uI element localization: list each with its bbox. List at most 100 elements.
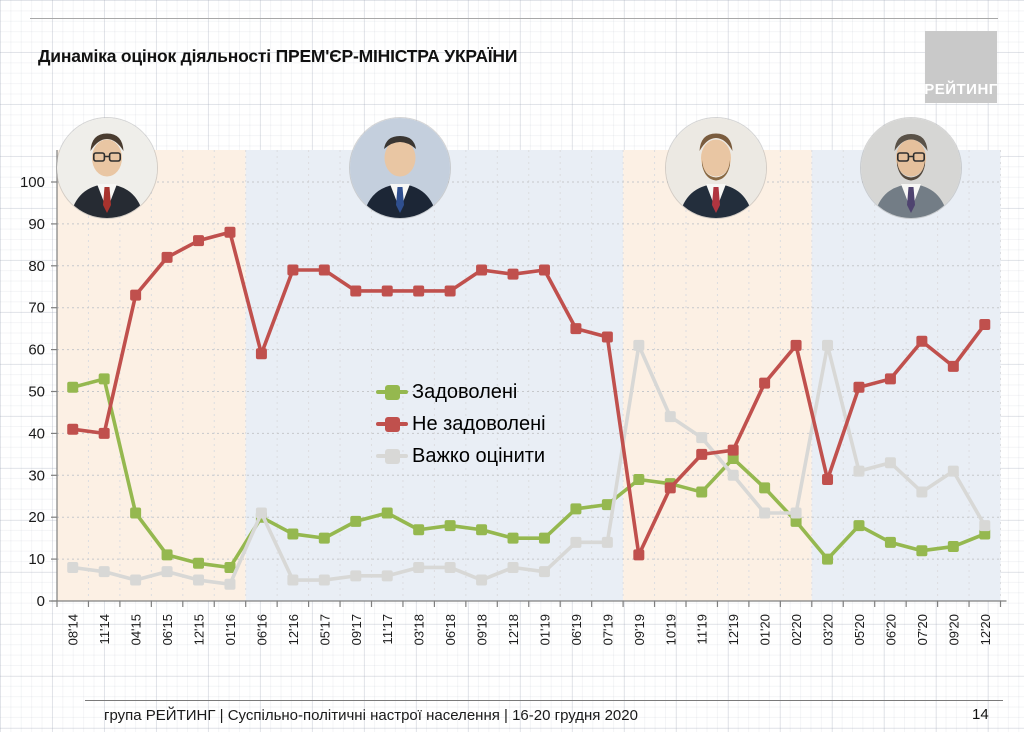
data-point	[318, 574, 330, 586]
x-axis-label: 03'20	[821, 614, 836, 645]
legend-label-hard-to-say: Важко оцінити	[412, 444, 546, 467]
data-point	[130, 507, 142, 519]
data-point	[696, 486, 708, 498]
pm-period-band	[811, 150, 1001, 601]
data-point	[255, 348, 267, 360]
data-point	[161, 566, 173, 578]
legend-label-dissatisfied: Не задоволені	[412, 412, 546, 435]
data-point	[287, 264, 299, 276]
data-point	[287, 574, 299, 586]
data-point	[664, 411, 676, 423]
x-axis-label: 09'19	[632, 614, 647, 645]
data-point	[381, 507, 393, 519]
data-point	[350, 570, 362, 582]
data-point	[161, 251, 173, 263]
data-point	[67, 423, 79, 435]
legend-label-satisfied: Задоволені	[412, 380, 518, 403]
x-axis-label: 05'17	[317, 614, 332, 645]
data-point	[350, 515, 362, 527]
data-point	[727, 453, 739, 465]
data-point	[570, 323, 582, 335]
footer-text: група РЕЙТИНГ | Суспільно-політичні наст…	[104, 707, 638, 724]
data-point	[884, 373, 896, 385]
y-axis-label: 100	[20, 174, 45, 191]
data-point	[601, 499, 613, 511]
x-axis-label: 07'19	[600, 614, 615, 645]
data-point	[790, 339, 802, 351]
data-point	[318, 264, 330, 276]
data-point	[476, 264, 488, 276]
y-axis-label: 80	[28, 258, 45, 275]
data-point	[193, 557, 205, 569]
x-axis-label: 03'18	[412, 614, 427, 645]
data-point	[476, 574, 488, 586]
legend-marker-hard-to-say	[376, 448, 408, 464]
data-point	[444, 561, 456, 573]
x-axis-label: 01'16	[223, 614, 238, 645]
x-axis-label: 11'17	[380, 614, 395, 644]
data-point	[727, 469, 739, 481]
data-point	[193, 235, 205, 247]
data-point	[130, 574, 142, 586]
data-point	[570, 536, 582, 548]
data-point	[853, 465, 865, 477]
x-axis-label: 09'17	[349, 614, 364, 645]
data-point	[633, 473, 645, 485]
x-axis-label: 12'15	[192, 614, 207, 645]
x-axis-label: 09'20	[946, 614, 961, 645]
data-point	[413, 524, 425, 536]
data-point	[538, 264, 550, 276]
data-point	[413, 561, 425, 573]
data-point	[161, 549, 173, 561]
x-axis-label: 09'18	[475, 614, 490, 645]
data-point	[98, 373, 110, 385]
data-point	[979, 318, 991, 330]
data-point	[633, 339, 645, 351]
data-point	[979, 520, 991, 532]
data-point	[822, 553, 834, 565]
data-point	[224, 578, 236, 590]
data-point	[727, 444, 739, 456]
y-axis-label: 40	[28, 425, 45, 442]
data-point	[822, 473, 834, 485]
data-point	[98, 427, 110, 439]
data-point	[130, 289, 142, 301]
x-axis-label: 06'20	[883, 614, 898, 645]
data-point	[224, 561, 236, 573]
data-point	[853, 381, 865, 393]
y-axis-label: 20	[28, 509, 45, 526]
chart-legend: Задоволені Не задоволені Важко оцінити	[376, 376, 546, 472]
data-point	[696, 448, 708, 460]
legend-item-satisfied: Задоволені	[376, 376, 546, 408]
data-point	[916, 486, 928, 498]
data-point	[979, 528, 991, 540]
data-point	[759, 377, 771, 389]
data-point	[853, 520, 865, 532]
pm-photo-yatsenyuk	[57, 118, 157, 218]
data-point	[507, 268, 519, 280]
data-point	[507, 532, 519, 544]
x-axis-label: 12'16	[286, 614, 301, 645]
data-point	[538, 566, 550, 578]
x-axis-label: 05'20	[852, 614, 867, 645]
x-axis-label: 10'19	[663, 614, 678, 645]
top-divider	[30, 18, 998, 19]
data-point	[224, 226, 236, 238]
y-axis-label: 10	[28, 551, 45, 568]
pm-photo-shmyhal	[861, 118, 961, 218]
x-axis-label: 06'15	[160, 614, 175, 645]
data-point	[413, 285, 425, 297]
rating-logo: РЕЙТИНГ	[924, 31, 997, 103]
data-point	[98, 566, 110, 578]
data-point	[601, 536, 613, 548]
data-point	[696, 432, 708, 444]
x-axis-label: 12'18	[506, 614, 521, 645]
data-point	[287, 528, 299, 540]
data-point	[255, 507, 267, 519]
x-axis-label: 04'15	[129, 614, 144, 645]
data-point	[916, 335, 928, 347]
data-point	[350, 285, 362, 297]
data-point	[947, 465, 959, 477]
data-point	[444, 520, 456, 532]
